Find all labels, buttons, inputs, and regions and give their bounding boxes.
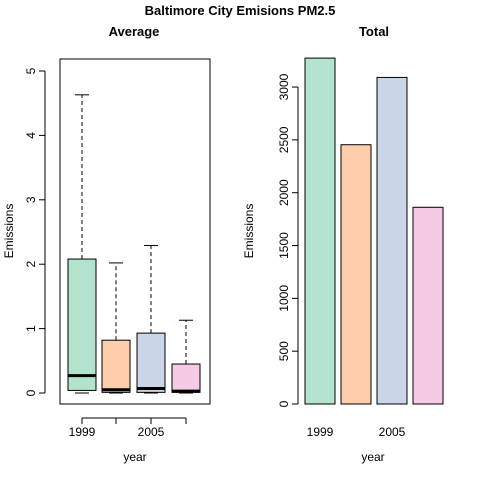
average-y-tick-label: 3: [24, 196, 38, 203]
average-y-axis: 0 1 2 3 4 5: [24, 67, 46, 396]
total-y-axis: 0 500 1000 1500 2000 2500 3000: [277, 73, 299, 407]
average-box-1999: [67, 258, 97, 391]
average-box-2002: [101, 339, 131, 393]
total-x-tick-label: 1999: [307, 425, 334, 439]
average-x-axis: 1999 2005: [69, 417, 187, 439]
average-y-tick-label: 0: [24, 389, 38, 396]
total-bars: [304, 57, 444, 405]
average-box-2005: [136, 332, 166, 393]
average-boxes: [67, 94, 201, 394]
total-bar-2005: [376, 76, 408, 405]
average-y-axis-label: Emissions: [2, 204, 16, 259]
total-x-tick-labels: 1999 2005: [307, 425, 406, 439]
total-x-tick-label: 2005: [379, 425, 406, 439]
average-x-tick-label: 1999: [69, 425, 96, 439]
average-y-tick-label: 1: [24, 325, 38, 332]
total-y-axis-label: Emissions: [242, 204, 256, 259]
average-x-axis-label: year: [123, 450, 146, 464]
total-y-tick-label: 500: [277, 341, 291, 361]
average-y-tick-label: 4: [24, 132, 38, 139]
total-x-axis-label: year: [361, 450, 384, 464]
total-y-tick-label: 3000: [277, 73, 291, 100]
total-panel-title: Total: [359, 24, 389, 39]
total-y-tick-label: 1000: [277, 285, 291, 312]
total-bar-2008: [412, 206, 444, 405]
average-box-2008: [171, 363, 201, 393]
total-y-tick-label: 2500: [277, 126, 291, 153]
total-y-tick-label: 1500: [277, 232, 291, 259]
total-y-tick-label: 0: [277, 400, 291, 407]
figure-title: Baltimore City Emisions PM2.5: [145, 3, 336, 18]
average-x-tick-label: 2005: [138, 425, 165, 439]
total-y-tick-label: 2000: [277, 179, 291, 206]
average-y-tick-label: 2: [24, 261, 38, 268]
average-plot-frame: [59, 58, 211, 405]
average-boxplot-panel: Average 0 1 2 3 4 5 1999 2005 year Emissions: [2, 24, 211, 464]
total-bar-1999: [304, 57, 336, 405]
average-panel-title: Average: [109, 24, 160, 39]
total-bar-2002: [340, 144, 372, 405]
average-y-tick-label: 5: [24, 67, 38, 74]
